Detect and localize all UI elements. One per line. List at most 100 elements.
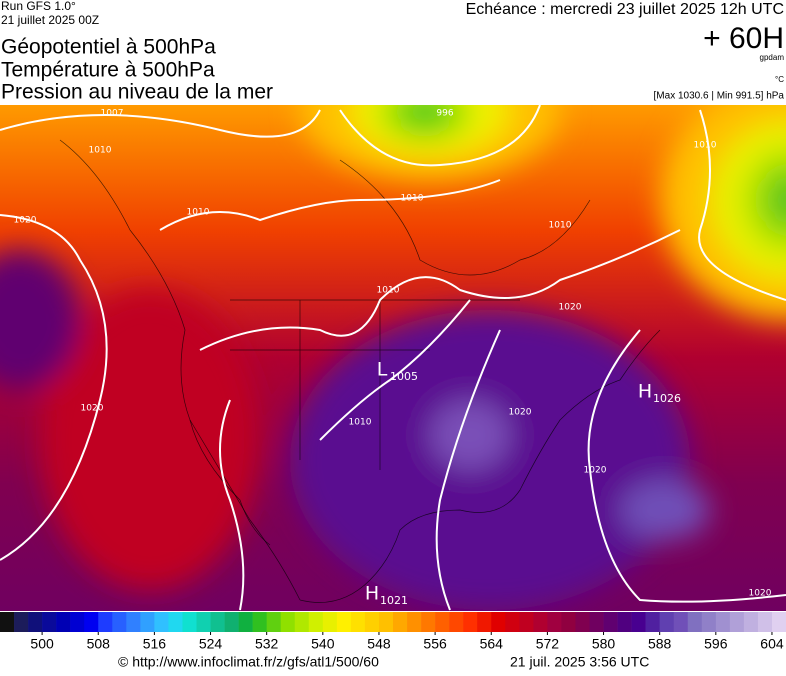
center-value: 1026 bbox=[653, 392, 681, 405]
colorbar-tick-label: 572 bbox=[536, 636, 560, 652]
center-symbol: L bbox=[377, 359, 388, 381]
forecast: Echéance : mercredi 23 juillet 2025 12h … bbox=[466, 1, 784, 18]
isobar-label: 1010 bbox=[694, 141, 717, 151]
color-swatch bbox=[659, 612, 675, 632]
colorbar-tick-label: 596 bbox=[704, 636, 728, 652]
isobar-label: 1007 bbox=[101, 109, 124, 119]
color-swatch bbox=[757, 612, 773, 632]
color-swatch bbox=[575, 612, 590, 632]
isobar-label: 1010 bbox=[549, 221, 572, 231]
pressure-range: [Max 1030.6 | Min 991.5] hPa bbox=[654, 91, 785, 102]
center-value: 1021 bbox=[380, 594, 408, 607]
color-swatch bbox=[154, 612, 169, 632]
isobars bbox=[0, 105, 786, 611]
color-swatch bbox=[771, 612, 786, 632]
coastlines bbox=[59, 139, 661, 603]
color-swatch bbox=[196, 612, 211, 632]
color-swatch bbox=[407, 612, 422, 632]
color-swatch bbox=[561, 612, 576, 632]
colorbar-tick-label: 564 bbox=[480, 636, 504, 652]
isobar-label: 1020 bbox=[14, 216, 37, 226]
color-swatch bbox=[42, 612, 57, 632]
colorbar-tick-label: 540 bbox=[311, 636, 335, 652]
colorbar-tick-label: 516 bbox=[143, 636, 167, 652]
isobar-label: 1010 bbox=[377, 286, 400, 296]
color-swatch bbox=[0, 612, 15, 632]
unit-temp: °C bbox=[775, 75, 784, 84]
color-swatch bbox=[603, 612, 618, 632]
color-swatch bbox=[743, 612, 759, 632]
color-swatch bbox=[182, 612, 197, 632]
isobar-label: 1020 bbox=[509, 408, 532, 418]
color-swatch bbox=[364, 612, 380, 632]
color-swatch bbox=[70, 612, 85, 632]
color-swatch bbox=[224, 612, 239, 632]
color-swatch bbox=[687, 612, 703, 632]
color-swatch bbox=[308, 612, 324, 632]
colorbar-tick-label: 588 bbox=[648, 636, 672, 652]
colorbar-tick-label: 580 bbox=[592, 636, 616, 652]
color-swatch bbox=[98, 612, 113, 632]
center-symbol: H bbox=[638, 381, 652, 403]
color-swatch bbox=[533, 612, 548, 632]
colorbar-tick-label: 556 bbox=[423, 636, 447, 652]
color-swatch bbox=[477, 612, 492, 632]
title-line: Géopotentiel à 500hPa bbox=[1, 36, 216, 59]
color-swatch bbox=[435, 612, 450, 632]
field bbox=[0, 105, 786, 610]
isobar-label: 1010 bbox=[349, 418, 372, 428]
footer: © http://www.infoclimat.fr/z/gfs/atl1/50… bbox=[118, 654, 649, 670]
color-swatch bbox=[715, 612, 731, 632]
generated: 21 juil. 2025 3:56 UTC bbox=[510, 654, 649, 670]
color-swatch bbox=[378, 612, 394, 632]
unit-geo: gpdam bbox=[760, 53, 785, 62]
color-swatch bbox=[238, 612, 253, 632]
center-value: 1005 bbox=[390, 370, 418, 383]
colorbar-tick-label: 500 bbox=[30, 636, 54, 652]
color-swatch bbox=[505, 612, 520, 632]
isobar-label: 1010 bbox=[187, 208, 210, 218]
isobar-label: 996 bbox=[436, 109, 453, 119]
color-swatch bbox=[463, 612, 478, 632]
colorbar-tick-label: 604 bbox=[760, 636, 784, 652]
color-swatch bbox=[140, 612, 155, 632]
color-swatch bbox=[589, 612, 604, 632]
color-swatch bbox=[393, 612, 408, 632]
isobar-label: 1020 bbox=[584, 466, 607, 476]
color-swatch bbox=[491, 612, 506, 632]
title-line: Température à 500hPa bbox=[1, 59, 215, 82]
map: 1007 996 1010 1010 1020 1010 1010 1010 1020 1020 1… bbox=[0, 105, 786, 611]
colorbar-tick-label: 548 bbox=[367, 636, 391, 652]
colorbar: 500 508 516 524 532 540 548 556 564 572 580 588 596 6… bbox=[0, 612, 786, 652]
color-swatch bbox=[547, 612, 562, 632]
source: © http://www.infoclimat.fr/z/gfs/atl1/50… bbox=[118, 654, 379, 670]
run-date: 21 juillet 2025 00Z bbox=[1, 13, 99, 27]
header: Run GFS 1.0° 21 juillet 2025 00Z Géopote… bbox=[1, 0, 784, 104]
color-swatch bbox=[701, 612, 717, 632]
color-swatch bbox=[252, 612, 267, 632]
center-symbol: H bbox=[365, 583, 379, 605]
colorbar-tick-label: 524 bbox=[199, 636, 223, 652]
color-swatch bbox=[266, 612, 282, 632]
color-swatch bbox=[336, 612, 352, 632]
color-swatch bbox=[280, 612, 296, 632]
color-swatch bbox=[631, 612, 646, 632]
isobar-label: 1020 bbox=[559, 303, 582, 313]
run: Run GFS 1.0° bbox=[1, 0, 76, 13]
color-swatch bbox=[322, 612, 338, 632]
color-swatch bbox=[84, 612, 99, 632]
color-swatch bbox=[673, 612, 689, 632]
isobar-label: 1010 bbox=[401, 194, 424, 204]
color-swatch bbox=[14, 612, 29, 632]
color-swatch bbox=[729, 612, 745, 632]
color-swatch bbox=[294, 612, 310, 632]
color-swatch bbox=[28, 612, 43, 632]
color-swatch bbox=[168, 612, 183, 632]
color-swatch bbox=[112, 612, 127, 632]
isobar-label: 1020 bbox=[749, 589, 772, 599]
colorbar-tick-label: 532 bbox=[255, 636, 279, 652]
color-swatch bbox=[617, 612, 632, 632]
isobar-label: 1020 bbox=[81, 404, 104, 414]
